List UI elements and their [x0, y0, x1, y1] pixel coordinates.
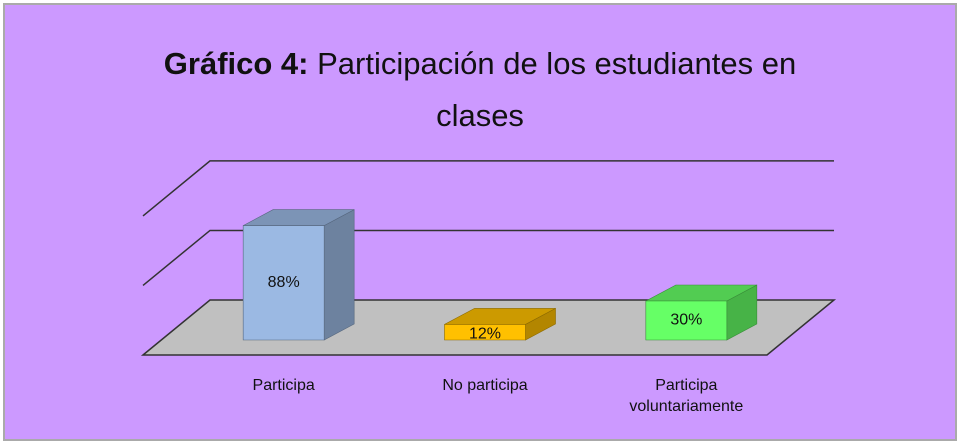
x-tick-label: Participa [252, 377, 315, 394]
title-label: Gráfico 4: [163, 46, 309, 81]
data-label: 88% [268, 274, 300, 291]
bar-front [645, 300, 728, 341]
chart-background [3, 3, 957, 441]
bar [242, 209, 355, 341]
data-label: 12% [469, 326, 501, 343]
grid-line [142, 160, 834, 217]
title-text: Participación de los estudiantes en clas… [317, 46, 797, 133]
bar [444, 307, 556, 341]
x-tick-label: Participa voluntariamente [629, 377, 744, 415]
chart-title: Gráfico 4: Participación de los estudian… [130, 38, 830, 142]
bar-front [444, 324, 526, 341]
bar [645, 284, 758, 341]
x-tick-label: No participa [442, 377, 528, 394]
data-label: 30% [670, 312, 702, 329]
grid-line [142, 229, 834, 287]
bar-front [242, 225, 325, 341]
bar-side [323, 209, 355, 341]
